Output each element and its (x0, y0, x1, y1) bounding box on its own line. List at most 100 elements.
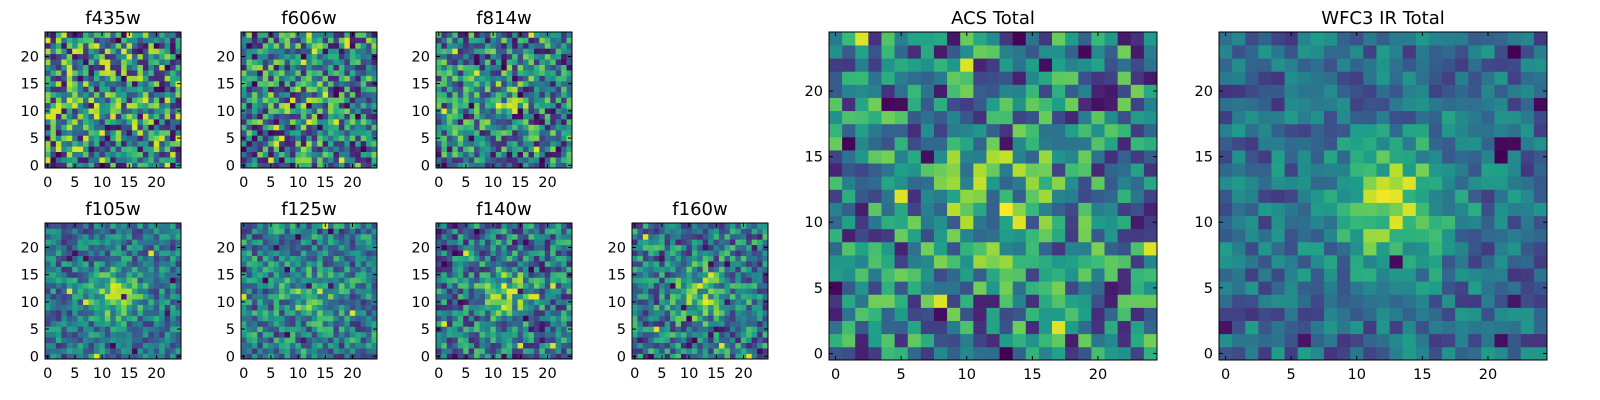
heatmap-cell (164, 239, 171, 246)
heatmap-cell (539, 80, 546, 87)
heatmap-cell (528, 288, 535, 295)
heatmap-cell (474, 70, 480, 76)
heatmap-cell (338, 151, 345, 158)
heatmap-cell (366, 70, 372, 76)
heatmap-cell (289, 326, 296, 333)
heatmap-cell (566, 113, 573, 120)
heatmap-cell (648, 282, 655, 289)
heatmap-cell (452, 146, 459, 153)
heatmap-cell (729, 277, 736, 284)
heatmap-cell (132, 320, 138, 327)
heatmap-cell (1143, 202, 1158, 217)
heatmap-cell (670, 239, 676, 246)
heatmap-cell (544, 91, 551, 98)
heatmap-cell (702, 255, 709, 262)
heatmap-cell (729, 239, 736, 246)
heatmap-cell (104, 124, 111, 131)
heatmap-cell (868, 255, 882, 269)
heatmap-cell (555, 97, 562, 104)
heatmap-cell (251, 304, 258, 311)
heatmap-cell (88, 223, 95, 229)
heatmap-cell (1104, 228, 1118, 243)
heatmap-cell (164, 293, 171, 300)
heatmap-cell (506, 75, 513, 82)
heatmap-cell (999, 176, 1014, 190)
heatmap-cell (148, 282, 155, 289)
heatmap-cell (533, 244, 540, 251)
heatmap-cell (77, 86, 84, 93)
heatmap-cell (268, 119, 274, 125)
heatmap-cell (137, 97, 144, 104)
heatmap-cell (262, 293, 269, 300)
heatmap-cell (306, 310, 313, 316)
heatmap-cell (300, 113, 307, 120)
heatmap-cell (1012, 189, 1027, 203)
heatmap-cell (719, 348, 725, 354)
heatmap-cell (121, 129, 127, 136)
heatmap-cell (132, 129, 138, 136)
heatmap-cell (501, 135, 508, 142)
heatmap-cell (1025, 189, 1040, 203)
heatmap-cell (284, 271, 291, 278)
heatmap-cell (289, 86, 296, 93)
heatmap-cell (719, 304, 725, 311)
heatmap-cell (77, 119, 84, 125)
heatmap-cell (457, 37, 464, 44)
heatmap-cell (284, 266, 291, 273)
heatmap-cell (110, 239, 117, 246)
heatmap-cell (561, 157, 567, 163)
heatmap-cell (360, 70, 367, 76)
x-tick-label: 20 (538, 366, 556, 382)
heatmap-cell (284, 146, 291, 153)
heatmap-cell (322, 146, 329, 153)
heatmap-cell (349, 261, 356, 267)
heatmap-cell (360, 86, 367, 93)
heatmap-cell (653, 261, 660, 267)
heatmap-cell (246, 108, 253, 114)
heatmap-cell (349, 157, 356, 163)
heatmap-cell (349, 293, 356, 300)
heatmap-cell (355, 140, 362, 147)
heatmap-cell (523, 37, 529, 44)
heatmap-cell (523, 59, 529, 65)
heatmap-cell (463, 288, 469, 295)
heatmap-cell (746, 315, 753, 322)
heatmap-cell (713, 299, 720, 305)
heatmap-cell (159, 239, 166, 246)
heatmap-cell (295, 146, 302, 153)
heatmap-cell (842, 268, 856, 282)
heatmap-cell (142, 113, 149, 120)
heatmap-cell (328, 59, 334, 65)
heatmap-cell (338, 239, 345, 246)
heatmap-cell (99, 244, 106, 251)
heatmap-cell (719, 320, 725, 327)
heatmap-cell (306, 151, 313, 158)
heatmap-cell (1091, 215, 1105, 230)
heatmap-cell (457, 271, 464, 278)
heatmap-cell (153, 250, 160, 256)
heatmap-cell (61, 102, 68, 109)
heatmap-cell (506, 97, 513, 104)
heatmap-cell (306, 75, 313, 82)
heatmap-cell (729, 310, 736, 316)
heatmap-cell (1130, 202, 1145, 217)
heatmap-cell (306, 37, 313, 44)
heatmap-cell (55, 233, 62, 240)
heatmap-cell (517, 348, 524, 354)
heatmap-cell (279, 129, 285, 136)
heatmap-cell (751, 228, 758, 235)
heatmap-cell (539, 64, 546, 71)
heatmap-cell (561, 70, 567, 76)
heatmap-cell (268, 271, 274, 278)
heatmap-cell (517, 250, 524, 256)
heatmap-cell (523, 48, 529, 55)
heatmap-cell (479, 326, 486, 333)
heatmap-cell (484, 271, 491, 278)
heatmap-cell (457, 32, 464, 38)
heatmap-cell (446, 162, 453, 169)
heatmap-cell (468, 310, 475, 316)
heatmap-cell (115, 86, 122, 93)
heatmap-cell (446, 223, 453, 229)
heatmap-cell (246, 293, 253, 300)
heatmap-cell (300, 162, 307, 169)
